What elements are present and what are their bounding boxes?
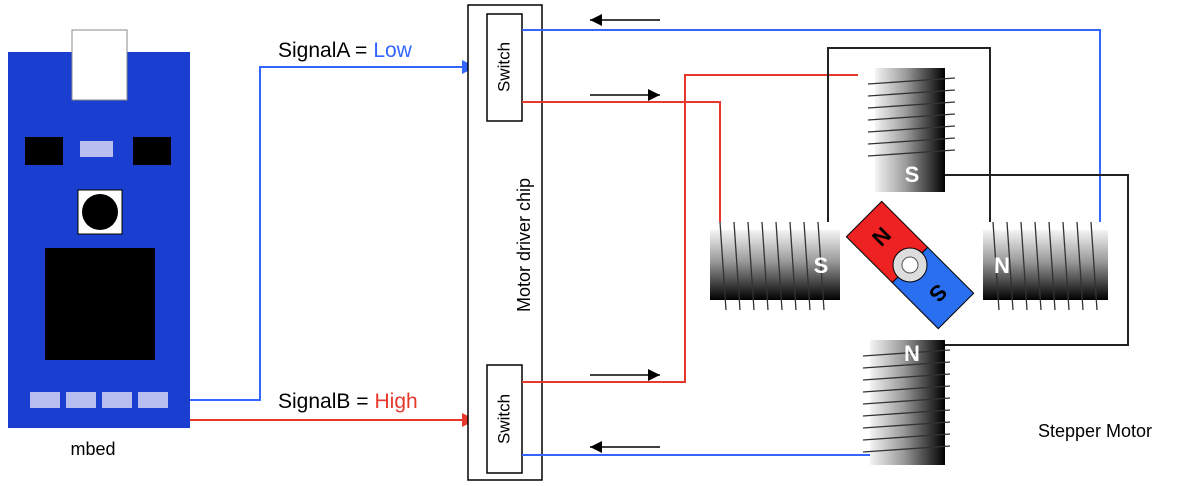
winding: [862, 361, 951, 369]
pole-label: S: [905, 162, 920, 187]
signal-state: Low: [373, 39, 412, 62]
winding: [862, 433, 951, 441]
winding: [747, 221, 755, 311]
winding: [862, 385, 951, 393]
winding: [992, 221, 1000, 311]
winding: [862, 445, 951, 453]
pole-label: N: [904, 341, 920, 366]
signal-name: SignalB =: [278, 390, 368, 413]
winding: [803, 221, 811, 311]
chip-small: [25, 137, 63, 165]
winding: [862, 373, 951, 381]
rotor: N S: [845, 200, 975, 330]
wire-a: [190, 60, 476, 401]
wire: [522, 29, 1101, 222]
button-knob: [82, 194, 118, 230]
winding: [867, 77, 956, 85]
processor: [45, 248, 155, 360]
winding: [1062, 221, 1070, 311]
winding: [867, 149, 956, 157]
mbed-label: mbed: [70, 439, 115, 459]
switch-label: Switch: [494, 394, 513, 444]
winding: [867, 101, 956, 109]
winding: [1006, 221, 1014, 311]
pad: [138, 392, 168, 408]
winding: [867, 113, 956, 121]
chip-label: Motor driver chip: [514, 178, 534, 312]
board: [8, 52, 190, 428]
pad: [102, 392, 132, 408]
signal-state: High: [374, 390, 417, 413]
winding: [862, 349, 951, 357]
signal-a: SignalA = Low: [278, 39, 413, 62]
chip-small: [133, 137, 171, 165]
winding: [1048, 221, 1056, 311]
pad: [80, 141, 113, 157]
winding: [867, 125, 956, 133]
winding: [761, 221, 769, 311]
winding: [1020, 221, 1028, 311]
signal-b: SignalB = High: [278, 390, 418, 413]
winding: [719, 221, 727, 311]
winding: [862, 409, 951, 417]
winding: [1034, 221, 1042, 311]
winding: [1090, 221, 1098, 311]
pad: [66, 392, 96, 408]
axle-center: [901, 256, 919, 274]
pole-label: N: [994, 253, 1010, 278]
winding: [862, 397, 951, 405]
wire: [945, 174, 1129, 346]
winding: [862, 421, 951, 429]
winding: [775, 221, 783, 311]
pole-label: S: [814, 253, 829, 278]
signal-name: SignalA =: [278, 39, 367, 62]
switch: [486, 364, 523, 474]
winding: [733, 221, 741, 311]
mbed-board: [8, 29, 190, 428]
coil: [875, 68, 945, 192]
wire: [827, 47, 991, 222]
winding: [817, 221, 825, 311]
winding: [867, 89, 956, 97]
winding: [867, 137, 956, 145]
pad: [30, 392, 60, 408]
motor-label: Stepper Motor: [1038, 421, 1152, 441]
winding: [789, 221, 797, 311]
wire: [522, 101, 721, 222]
switch: [486, 13, 523, 122]
winding: [1076, 221, 1084, 311]
coil: [983, 230, 1108, 300]
coils: [710, 68, 1108, 465]
coil: [710, 230, 840, 300]
wire: [522, 74, 858, 383]
switch-label: Switch: [494, 42, 513, 92]
usb: [71, 29, 128, 101]
